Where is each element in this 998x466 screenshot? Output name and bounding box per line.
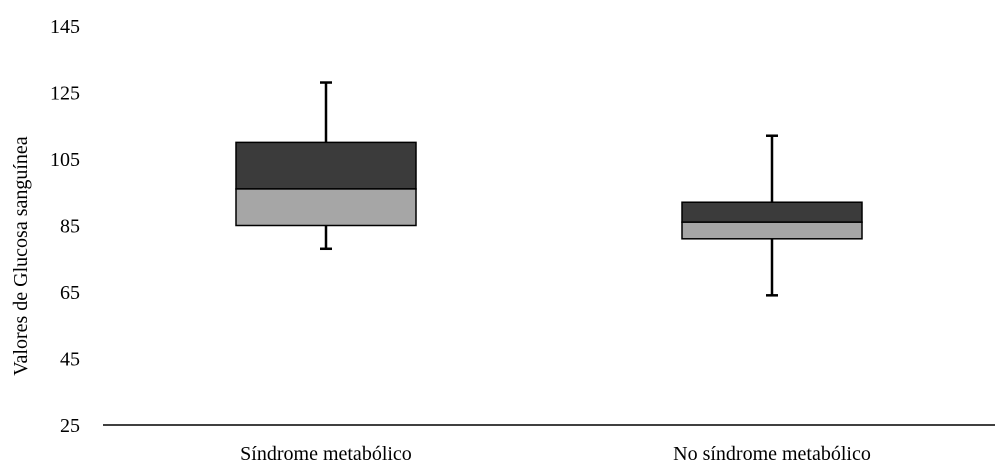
category-label: Síndrome metabólico: [240, 443, 412, 465]
y-tick-label: 145: [50, 16, 80, 38]
y-tick-label: 105: [50, 149, 80, 171]
box-lower-quartile: [235, 188, 417, 227]
box-lower-quartile: [681, 221, 863, 240]
y-tick-label: 85: [60, 216, 80, 238]
y-tick-label: 45: [60, 349, 80, 371]
y-axis-ticks: 25 45 65 85 105 125 145: [50, 16, 80, 437]
y-tick-label: 25: [60, 415, 80, 437]
box-upper-quartile: [681, 201, 863, 223]
category-labels: Síndrome metabólico No síndrome metabólic…: [240, 443, 871, 465]
y-tick-label: 125: [50, 83, 80, 105]
y-tick-label: 65: [60, 282, 80, 304]
y-axis-title: Valores de Glucosa sanguínea: [10, 136, 32, 375]
category-label: No síndrome metabólico: [673, 443, 871, 465]
box-plot-series: [235, 81, 863, 297]
box-upper-quartile: [235, 141, 417, 190]
